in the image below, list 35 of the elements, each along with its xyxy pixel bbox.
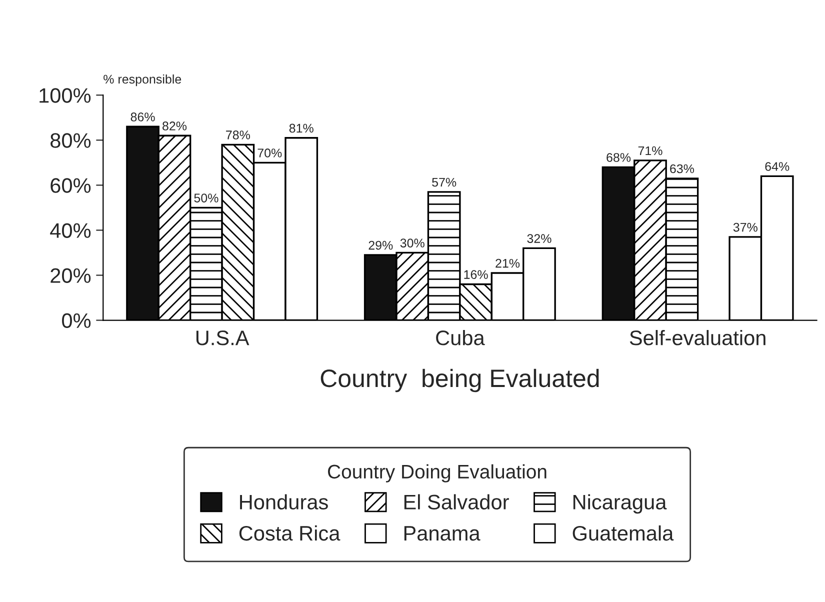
y-tick-label: 40%	[50, 223, 91, 238]
legend-label: Honduras	[240, 494, 328, 510]
data-label: 86%	[130, 112, 155, 122]
data-label: 30%	[400, 238, 424, 248]
legend-label: Guatemala	[572, 525, 674, 541]
data-label: 78%	[226, 130, 250, 140]
x-tick-label: Self-evaluation	[630, 330, 766, 346]
data-label: 70%	[258, 148, 282, 158]
y-tick-label: 100%	[40, 88, 91, 103]
data-label: 64%	[765, 162, 790, 171]
legend-label: El Salvador	[404, 494, 509, 510]
x-tick-label: U.S.A	[196, 330, 250, 346]
y-tick-label: 0%	[62, 313, 91, 328]
data-label: 71%	[638, 146, 662, 156]
x-axis-title: Country being Evaluated	[320, 368, 599, 392]
data-label: 16%	[464, 270, 488, 279]
y-axis-title: % responsible	[104, 74, 182, 86]
data-label: 50%	[194, 194, 218, 202]
legend-label: Nicaragua	[573, 494, 667, 514]
data-label: 32%	[527, 234, 552, 243]
y-tick-label: 80%	[50, 133, 91, 148]
legend-label: Costa Rica	[239, 525, 340, 541]
y-tick-label: 20%	[50, 268, 91, 283]
data-label: 82%	[162, 122, 187, 130]
data-label: 81%	[289, 124, 314, 133]
data-label: 57%	[432, 178, 456, 187]
data-label: 68%	[606, 153, 631, 162]
data-label: 21%	[496, 258, 520, 268]
data-label: 29%	[368, 240, 393, 250]
x-tick-label: Cuba	[436, 330, 485, 346]
legend-title: Country Doing Evaluation	[328, 464, 546, 482]
y-tick-label: 60%	[50, 178, 91, 193]
data-label: 37%	[733, 222, 758, 232]
legend-label: Panama	[404, 526, 480, 541]
data-label: 63%	[670, 164, 694, 174]
